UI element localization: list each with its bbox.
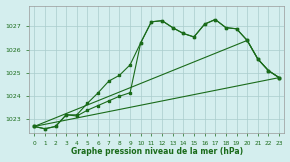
X-axis label: Graphe pression niveau de la mer (hPa): Graphe pression niveau de la mer (hPa) [71, 147, 243, 156]
